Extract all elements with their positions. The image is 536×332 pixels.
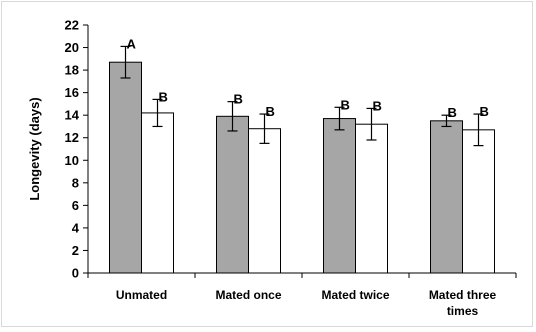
significance-letter: B bbox=[266, 104, 275, 119]
chart-frame: 0 2 4 6 8 10 12 14 16 18 20 22 A B B B B B B B Unmated Mate… bbox=[1, 1, 533, 327]
y-tick-label: 18 bbox=[65, 63, 79, 78]
bar bbox=[355, 123, 388, 274]
y-tick-label: 10 bbox=[65, 153, 79, 168]
y-tick-label: 2 bbox=[72, 243, 79, 258]
y-tick-label: 6 bbox=[72, 198, 79, 213]
significance-letter: B bbox=[341, 97, 350, 112]
x-category-label: Mated three bbox=[429, 288, 497, 302]
bar bbox=[430, 120, 463, 274]
y-tick-label: 14 bbox=[65, 108, 80, 123]
bar bbox=[248, 128, 281, 274]
x-category-label: Unmated bbox=[116, 288, 167, 302]
bar bbox=[109, 61, 142, 274]
y-axis-label: Longevity (days) bbox=[27, 97, 42, 200]
significance-letter: B bbox=[373, 98, 382, 113]
bar bbox=[216, 115, 249, 274]
significance-letter: B bbox=[448, 105, 457, 120]
significance-letter: A bbox=[127, 36, 137, 51]
bar bbox=[141, 112, 174, 274]
y-tick-label: 22 bbox=[65, 18, 79, 33]
bar bbox=[323, 118, 356, 274]
x-category-label: Mated once bbox=[215, 288, 281, 302]
y-tick-label: 8 bbox=[72, 175, 79, 190]
significance-letter: B bbox=[480, 104, 489, 119]
y-tick-label: 0 bbox=[72, 266, 79, 281]
y-tick-label: 16 bbox=[65, 85, 79, 100]
y-tick-label: 20 bbox=[65, 40, 79, 55]
bar bbox=[462, 129, 495, 274]
y-tick-label: 4 bbox=[72, 220, 80, 235]
y-tick-label: 12 bbox=[65, 130, 79, 145]
x-category-label: times bbox=[447, 304, 479, 318]
x-category-label: Mated twice bbox=[321, 288, 389, 302]
significance-letter: B bbox=[234, 92, 243, 107]
significance-letter: B bbox=[159, 89, 168, 104]
